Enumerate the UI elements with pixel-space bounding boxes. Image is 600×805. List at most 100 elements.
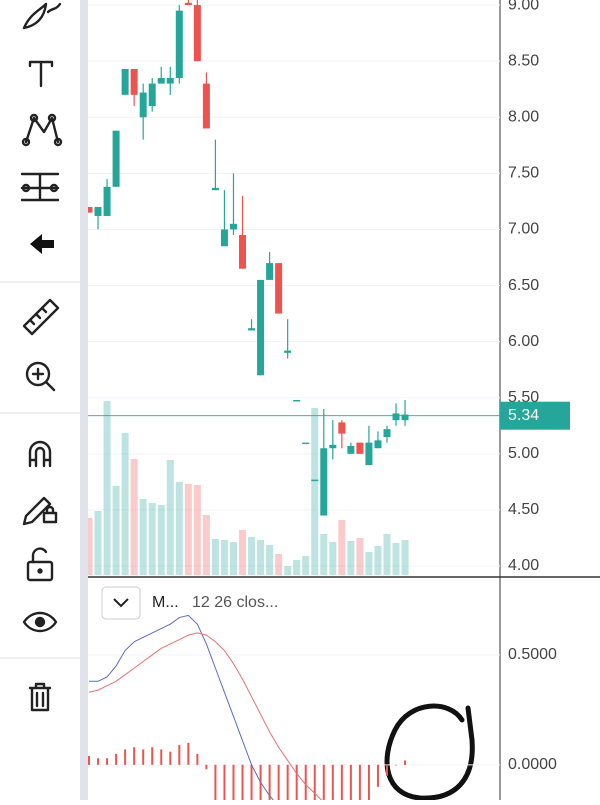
toolbar-edge: [80, 0, 88, 800]
histogram-bar: [106, 758, 109, 765]
volume-bar: [112, 486, 120, 575]
candle-body: [157, 77, 165, 84]
text-tool[interactable]: [28, 60, 54, 88]
histogram-bar: [286, 764, 289, 800]
volume-bar: [229, 542, 237, 575]
volume-bar: [103, 401, 111, 575]
volume-bar: [248, 537, 256, 575]
histogram-bar: [395, 764, 398, 766]
candle-body: [293, 399, 301, 402]
zoom-tool[interactable]: [25, 361, 56, 392]
volume-bar: [157, 505, 165, 575]
candle-body: [329, 444, 337, 449]
volume-bar: [130, 459, 138, 575]
volume-bar: [94, 511, 102, 575]
measure-tool[interactable]: [20, 172, 60, 202]
volume-bar: [293, 560, 301, 575]
candle-body: [347, 445, 355, 454]
y-tick-label: 8.00: [508, 108, 539, 125]
ruler-tool[interactable]: [22, 298, 60, 336]
delete-tool[interactable]: [28, 682, 52, 712]
histogram-bar: [376, 764, 379, 787]
volume-bar: [338, 520, 346, 575]
brush-tool[interactable]: [22, 2, 62, 30]
price-pane: [88, 0, 500, 575]
candle-body: [383, 429, 391, 437]
y-tick-label: 8.50: [508, 52, 539, 69]
histogram-bar: [187, 742, 190, 765]
y-tick-label: 7.00: [508, 221, 539, 238]
histogram-bar: [97, 758, 100, 765]
histogram-bar: [151, 747, 154, 765]
volume-bar: [257, 540, 265, 575]
histogram-bar: [205, 764, 208, 770]
candle-body: [239, 235, 247, 269]
candle-body: [229, 223, 237, 230]
candle-body: [211, 187, 219, 191]
volume-bar: [374, 546, 382, 575]
candle-body: [175, 10, 183, 78]
candle-body: [94, 207, 102, 216]
histogram-bar: [124, 749, 127, 765]
histogram-bar: [304, 764, 307, 800]
hide-toolbar[interactable]: [30, 234, 54, 254]
pattern-tool[interactable]: [21, 113, 63, 147]
histogram-bar: [232, 764, 235, 800]
candle-body: [284, 350, 292, 353]
visibility-tool[interactable]: [22, 611, 58, 633]
volume-bar: [148, 503, 156, 575]
volume-bar: [211, 539, 219, 575]
histogram-bar: [404, 760, 407, 765]
histogram-bar: [115, 753, 118, 765]
candle-body: [103, 186, 111, 216]
magnet-tool[interactable]: [28, 440, 52, 468]
ink-scribble: [384, 703, 475, 801]
volume-bar: [329, 542, 337, 575]
histogram-bar: [178, 745, 181, 765]
volume-bar: [175, 482, 183, 575]
histogram-bar: [313, 764, 316, 800]
volume-bar: [220, 540, 228, 575]
unlock-tool[interactable]: [26, 547, 54, 582]
histogram-bar: [277, 764, 280, 800]
candle-body: [356, 442, 364, 454]
y-tick-label: 4.00: [508, 557, 539, 574]
histogram-bar: [133, 747, 136, 765]
candle-body: [248, 328, 256, 331]
volume-bar: [166, 460, 174, 575]
lock-drawings[interactable]: [22, 496, 58, 526]
candle-body: [401, 414, 409, 421]
histogram-bar: [241, 764, 244, 800]
volume-bar: [284, 566, 292, 575]
chevron-icon[interactable]: [113, 598, 129, 608]
histogram-bar: [88, 756, 90, 765]
volume-bar: [184, 484, 192, 575]
histogram-bar: [385, 764, 388, 776]
volume-bar: [401, 540, 409, 575]
candle-body: [121, 69, 129, 95]
candle-body: [184, 2, 192, 6]
volume-bar: [311, 408, 319, 575]
y-tick-label: 0.5000: [508, 646, 557, 663]
indicator-toggle[interactable]: [101, 586, 141, 620]
volume-bar: [347, 541, 355, 575]
y-tick-label: 6.50: [508, 277, 539, 294]
candle-body: [392, 413, 400, 421]
histogram-bar: [196, 753, 199, 765]
candle-body: [311, 479, 319, 482]
candle-body: [193, 5, 201, 62]
volume-bar: [239, 530, 247, 575]
candle-body: [374, 440, 382, 449]
candle-body: [202, 83, 210, 129]
y-tick-label: 4.50: [508, 501, 539, 518]
histogram-bar: [268, 764, 271, 800]
histogram-bar: [367, 764, 370, 800]
candle-body: [257, 279, 265, 376]
volume-bar: [202, 515, 210, 575]
histogram-bar: [349, 764, 352, 800]
candle-body: [148, 83, 156, 107]
macd-pane: [88, 614, 500, 800]
y-tick-label: 0.0000: [508, 756, 557, 773]
indicator-params: 12 26 clos...: [192, 594, 278, 611]
